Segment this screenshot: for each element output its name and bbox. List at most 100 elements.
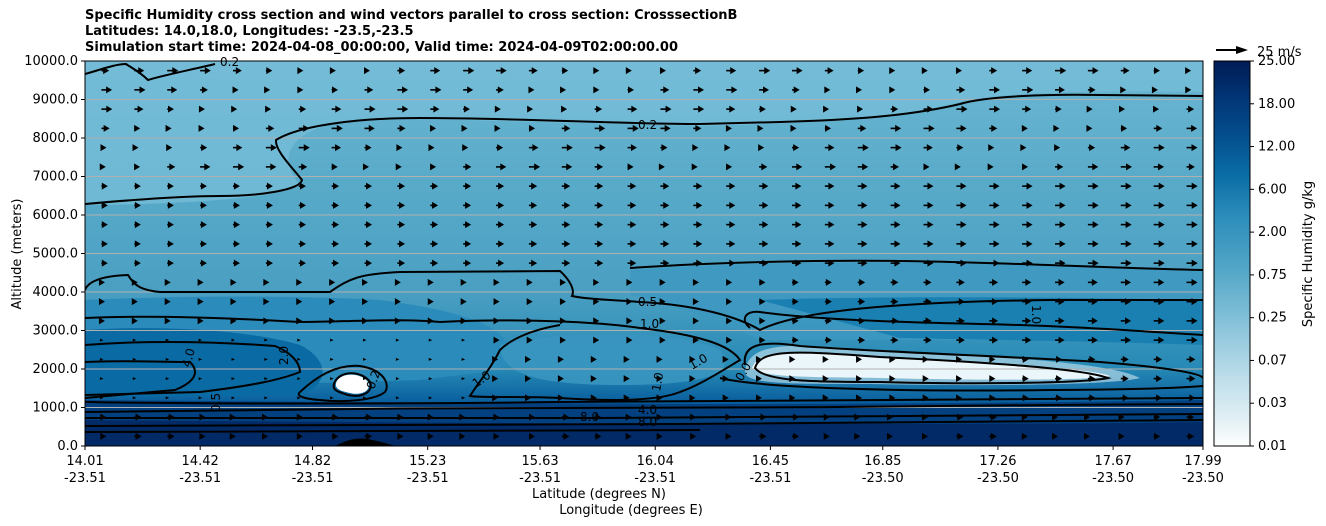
wind-arrow-head [789, 355, 796, 363]
wind-arrow-head [725, 413, 732, 421]
wind-arrow [1087, 221, 1099, 229]
y-tick-label: 3000.0 [33, 324, 79, 339]
wind-arrow-head [1025, 298, 1032, 306]
wind-arrow-head [465, 259, 472, 267]
wind-arrow-head [399, 201, 406, 209]
wind-arrow [791, 240, 802, 248]
x-axis: 14.01 -23.51 14.42 -23.51 14.82 -23.51 15.23 -2… [64, 446, 1224, 486]
wind-arrow [1055, 375, 1063, 383]
contour-0.2-upper [85, 93, 1203, 205]
wind-arrow [331, 86, 339, 94]
wind-arrow [263, 317, 270, 325]
wind-arrow [922, 394, 929, 402]
colorbar: 0.01 0.03 0.07 0.25 0.75 2.00 6.00 12.00 18.00 25… [1213, 54, 1316, 454]
wind-arrow [1153, 336, 1165, 344]
wind-arrow [956, 298, 965, 306]
wind-arrow-head [593, 278, 600, 286]
wind-arrow-head [366, 259, 373, 267]
wind-arrow [890, 201, 901, 209]
wind-arrow-head [960, 182, 967, 190]
wind-arrow-head [526, 298, 533, 306]
wind-arrow-head [1191, 259, 1198, 267]
wind-arrow [625, 67, 632, 75]
wind-arrow-head [264, 86, 271, 94]
wind-arrow-head [960, 240, 967, 248]
wind-arrow-head [722, 355, 729, 363]
wind-arrow-head [792, 278, 799, 286]
wind-arrow [824, 259, 835, 267]
wind-arrow [463, 163, 472, 171]
wind-arrow [198, 105, 205, 113]
wind-arrow [496, 240, 505, 248]
wind-arrow [692, 317, 699, 325]
contour-pocket-outer [743, 342, 1203, 379]
wind-arrow-head [1125, 240, 1132, 248]
wind-arrow [262, 432, 269, 440]
wind-arrow [364, 240, 373, 248]
wind-arrow [200, 86, 208, 94]
wind-arrow [1055, 394, 1063, 402]
wind-arrow [1153, 432, 1161, 440]
wind-arrow-head [531, 201, 538, 209]
wind-arrow [559, 317, 566, 325]
wind-arrow [726, 259, 736, 267]
wind-arrow-head [894, 221, 901, 229]
wind-arrow [1020, 144, 1027, 152]
y-tick-label: 10000.0 [24, 54, 78, 69]
contour-label-8.0-b: 8.0 [638, 415, 657, 429]
wind-arrow [297, 377, 301, 381]
wind-arrow-head [492, 394, 499, 402]
wind-arrow-head [103, 124, 110, 132]
wind-arrow [528, 67, 538, 75]
wind-arrow-head [430, 124, 437, 132]
wind-arrow [1186, 317, 1198, 325]
wind-arrow [789, 355, 796, 363]
wind-arrow [691, 163, 698, 171]
wind-arrow [362, 298, 368, 306]
wind-arrow-head [231, 105, 238, 113]
wind-arrow-head [825, 317, 832, 325]
wind-arrow-head [1092, 182, 1099, 190]
wind-arrow-head [432, 201, 439, 209]
wind-arrow-head [956, 355, 963, 363]
wind-arrow-head [330, 357, 334, 361]
wind-arrow [296, 298, 303, 306]
wind-arrow-head [363, 338, 367, 342]
wind-arrow [165, 377, 170, 381]
wind-arrow [759, 413, 767, 421]
wind-arrow [528, 144, 539, 152]
wind-arrow [263, 278, 270, 286]
wind-arrow [791, 432, 800, 440]
wind-arrow [131, 298, 138, 306]
wind-arrow-head [461, 124, 468, 132]
wind-arrow-head [566, 163, 573, 171]
wind-arrow [1120, 298, 1132, 306]
wind-arrow [921, 67, 928, 75]
wind-arrow [459, 413, 466, 421]
wind-arrow-head [303, 124, 310, 132]
wind-arrow [164, 298, 171, 306]
wind-arrow [296, 317, 303, 325]
colorbar-tick-label: 2.00 [1258, 225, 1287, 240]
wind-arrow-head [658, 163, 665, 171]
x-tick-label-lon: -23.51 [292, 471, 334, 486]
wind-arrow [364, 201, 373, 209]
wind-arrow-head [394, 278, 401, 286]
wind-arrow-head [1059, 240, 1066, 248]
wind-arrow-head [892, 298, 899, 306]
wind-arrow [262, 413, 269, 421]
wind-arrow [99, 357, 104, 361]
wind-arrow [1120, 259, 1132, 267]
wind-arrow-head [991, 124, 998, 132]
wind-arrow-head [297, 377, 301, 381]
colorbar-tick-label: 25.00 [1258, 54, 1295, 69]
wind-arrow-head [696, 221, 703, 229]
wind-arrow-head [927, 182, 934, 190]
wind-arrow [528, 432, 535, 440]
wind-arrow-head [860, 124, 867, 132]
wind-arrow [759, 317, 766, 325]
wind-arrow [824, 182, 835, 190]
wind-arrow-head [1059, 259, 1066, 267]
wind-arrow-head [557, 394, 564, 402]
wind-arrow [693, 124, 702, 132]
